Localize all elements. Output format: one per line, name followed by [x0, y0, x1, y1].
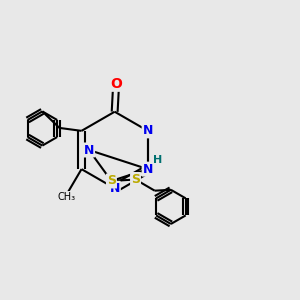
Text: H: H [154, 155, 163, 165]
Text: O: O [110, 77, 122, 91]
Text: N: N [110, 182, 120, 195]
Text: N: N [84, 143, 94, 157]
Text: S: S [131, 173, 140, 186]
Text: CH₃: CH₃ [58, 191, 76, 202]
Text: S: S [107, 175, 116, 188]
Text: N: N [142, 124, 153, 137]
Text: N: N [142, 163, 153, 176]
